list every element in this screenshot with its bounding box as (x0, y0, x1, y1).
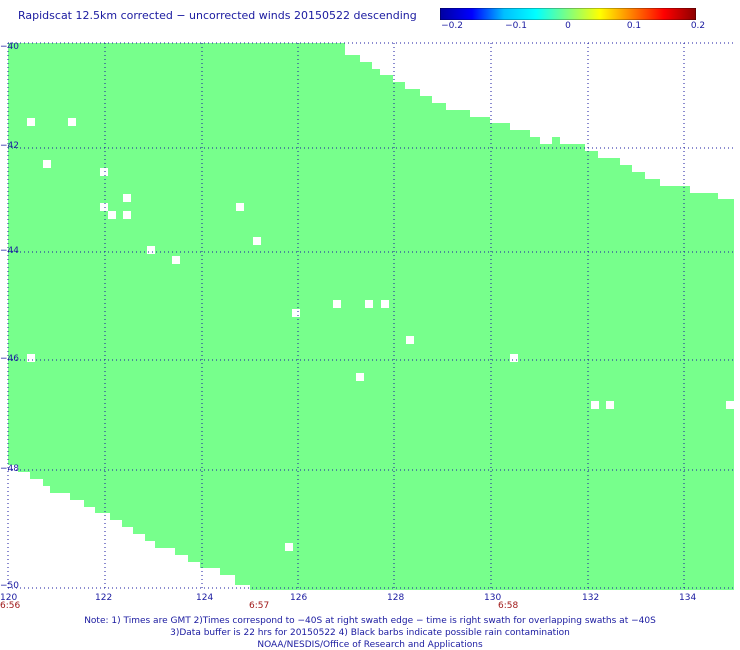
time-label-2: 6:57 (249, 601, 269, 611)
lon-label-134: 134 (679, 593, 696, 603)
note-line-2: 3)Data buffer is 22 hrs for 20150522 4) … (170, 628, 570, 638)
wind-swath (8, 43, 734, 590)
lon-label-126: 126 (290, 593, 307, 603)
missing-data-cell (406, 336, 414, 344)
missing-data-cell (43, 160, 51, 168)
missing-data-cell (123, 194, 131, 202)
missing-data-cell (292, 309, 300, 317)
lat-label-46: −46 (0, 354, 19, 364)
colorbar-label-3: 0 (565, 21, 571, 31)
missing-data-cell (510, 354, 518, 362)
time-label-3: 6:58 (498, 601, 518, 611)
lat-label-50: −50 (0, 581, 19, 591)
missing-data-cell (236, 203, 244, 211)
lon-label-122: 122 (95, 593, 112, 603)
missing-data-cell (68, 118, 76, 126)
missing-data-cell (100, 168, 108, 176)
missing-data-cell (365, 300, 373, 308)
missing-data-cell (27, 354, 35, 362)
time-label-1: 6:56 (0, 601, 20, 611)
lat-label-40: −40 (0, 42, 19, 52)
note-line-3: NOAA/NESDIS/Office of Research and Appli… (257, 640, 483, 650)
colorbar-label-2: −0.1 (505, 21, 527, 31)
colorbar (440, 8, 696, 20)
lon-label-124: 124 (196, 593, 213, 603)
lon-label-128: 128 (387, 593, 404, 603)
missing-data-cell (108, 211, 116, 219)
missing-data-cell (253, 237, 261, 245)
missing-data-cell (356, 373, 364, 381)
colorbar-label-5: 0.2 (690, 21, 706, 31)
missing-data-cell (147, 246, 155, 254)
lat-lon-grid (7, 42, 734, 590)
missing-data-cell (726, 401, 734, 409)
lat-label-48: −48 (0, 464, 19, 474)
colorbar-label-1: −0.2 (441, 21, 463, 31)
missing-data-cell (27, 118, 35, 126)
lon-label-130: 130 (484, 593, 501, 603)
missing-data-cell (100, 203, 108, 211)
missing-data-cell (606, 401, 614, 409)
lat-label-44: −44 (0, 246, 19, 256)
colorbar-label-4: 0.1 (626, 21, 642, 31)
missing-data-cells (27, 118, 734, 551)
missing-data-cell (591, 401, 599, 409)
missing-data-cell (172, 256, 180, 264)
missing-data-cell (285, 543, 293, 551)
map-title: Rapidscat 12.5km corrected − uncorrected… (18, 9, 417, 22)
missing-data-cell (381, 300, 389, 308)
lat-label-42: −42 (0, 141, 19, 151)
note-line-1: Note: 1) Times are GMT 2)Times correspon… (84, 616, 656, 626)
lon-label-132: 132 (582, 593, 599, 603)
missing-data-cell (333, 300, 341, 308)
lon-label-120: 120 (0, 593, 17, 603)
missing-data-cell (123, 211, 131, 219)
